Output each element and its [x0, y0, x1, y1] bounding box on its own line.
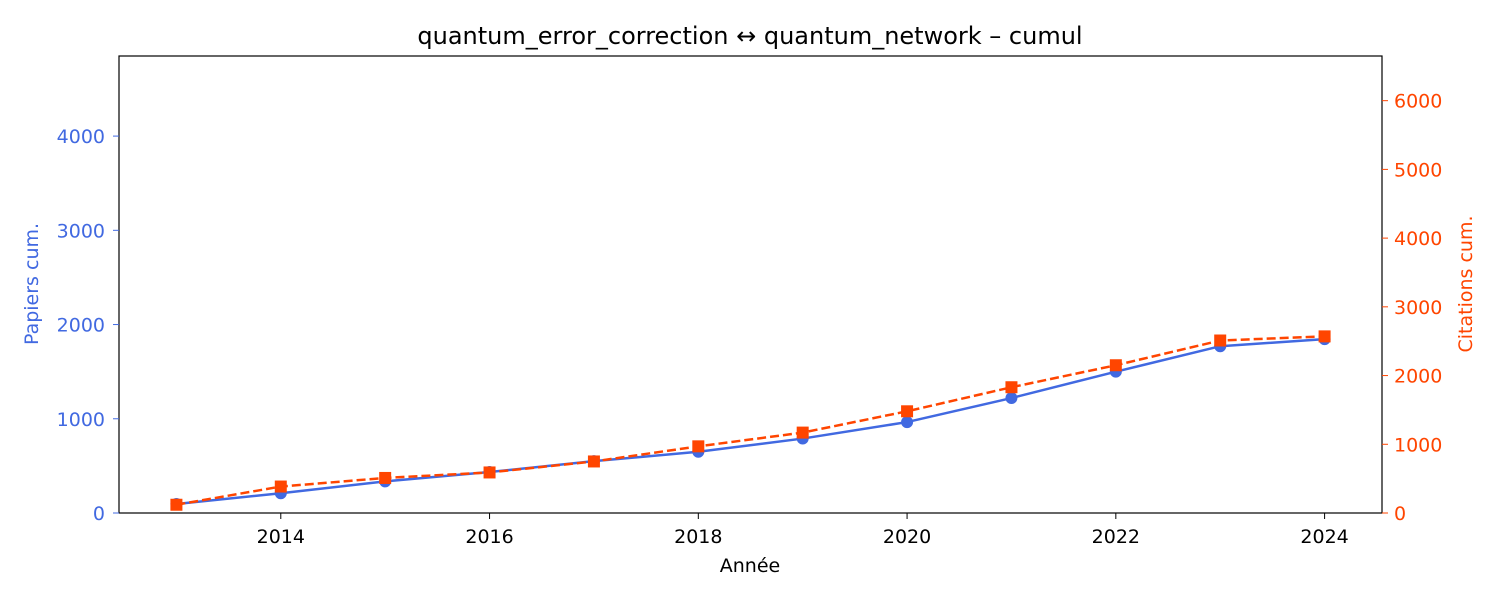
series-1-point	[1005, 392, 1018, 405]
y-right-tick-label: 6000	[1394, 91, 1442, 113]
y-left-tick-label: 4000	[57, 126, 105, 148]
y-right-tick-label: 5000	[1394, 159, 1442, 181]
y-axis-left: 0 1000 2000 3000 4000	[57, 126, 119, 525]
chart-title: quantum_error_correction ↔ quantum_netwo…	[417, 22, 1082, 50]
series-2-point	[170, 498, 183, 511]
series-2-point	[379, 471, 392, 484]
y-left-tick-label: 3000	[57, 220, 105, 242]
series-2-point	[1005, 381, 1018, 394]
x-axis-label: Année	[720, 555, 780, 577]
x-tick-label: 2022	[1092, 526, 1140, 548]
y-right-tick-label: 4000	[1394, 228, 1442, 250]
x-tick-label: 2014	[257, 526, 305, 548]
y-left-tick-label: 2000	[57, 315, 105, 337]
x-tick-label: 2024	[1300, 526, 1348, 548]
series-2-point	[692, 440, 705, 453]
series-2-point	[901, 405, 914, 418]
y-right-tick-label: 3000	[1394, 297, 1442, 319]
y-right-tick-label: 1000	[1394, 434, 1442, 456]
y-axis-right-label: Citations cum.	[1455, 215, 1477, 352]
series-layer	[170, 330, 1331, 511]
series-2-point	[1318, 330, 1331, 343]
series-2-point	[1109, 359, 1122, 372]
series-2-line	[176, 335, 1325, 506]
y-axis-left-label: Papiers cum.	[21, 223, 43, 345]
series-2-point	[796, 426, 809, 439]
y-axis-right: 0 1000 2000 3000 4000 5000 6000	[1382, 91, 1442, 525]
series-1-line	[176, 337, 1325, 506]
x-tick-label: 2016	[465, 526, 513, 548]
series-2	[170, 330, 1331, 511]
x-tick-label: 2020	[883, 526, 931, 548]
series-1	[170, 333, 1331, 511]
series-2-point	[483, 466, 496, 479]
x-axis: 2014 2016 2018 2020 2022 2024	[257, 513, 1349, 548]
series-1-point	[901, 416, 914, 429]
plot-frame	[118, 55, 1383, 514]
series-2-point	[1214, 334, 1227, 347]
y-left-tick-label: 0	[93, 503, 105, 525]
x-tick-label: 2018	[674, 526, 722, 548]
y-right-tick-label: 0	[1394, 503, 1406, 525]
y-right-tick-label: 2000	[1394, 366, 1442, 388]
series-2-point	[587, 455, 600, 468]
series-2-point	[274, 480, 287, 493]
plot-area	[118, 55, 1383, 514]
y-left-tick-label: 1000	[57, 409, 105, 431]
